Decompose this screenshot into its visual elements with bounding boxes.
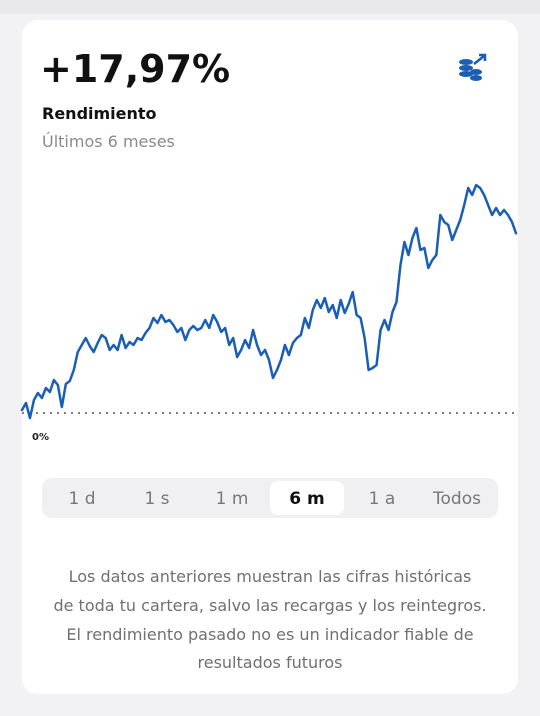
period-label: Últimos 6 meses — [42, 132, 175, 151]
tab[interactable]: 6 m — [289, 489, 324, 509]
tab[interactable]: 1 m — [216, 489, 249, 509]
chart: 0% — [20, 183, 518, 443]
return-label: Rendimiento — [42, 104, 157, 123]
coins-icon[interactable] — [459, 53, 487, 81]
card — [22, 20, 518, 694]
tab[interactable]: Todos — [432, 489, 481, 509]
tab[interactable]: 1 a — [369, 489, 396, 509]
active-tab-bg — [270, 481, 344, 515]
top-strip — [0, 0, 540, 14]
disclaimer-line: El rendimiento pasado no es un indicador… — [66, 625, 473, 644]
tab[interactable]: 1 s — [144, 489, 169, 509]
disclaimer-line: resultados futuros — [198, 653, 343, 672]
y-tick-label: 0% — [32, 432, 49, 443]
disclaimer-line: Los datos anteriores muestran las cifras… — [69, 567, 472, 586]
tab[interactable]: 1 d — [68, 489, 95, 509]
return-value: +17,97% — [40, 47, 230, 91]
disclaimer-line: de toda tu cartera, salvo las recargas y… — [53, 596, 486, 615]
performance-line — [20, 183, 518, 420]
